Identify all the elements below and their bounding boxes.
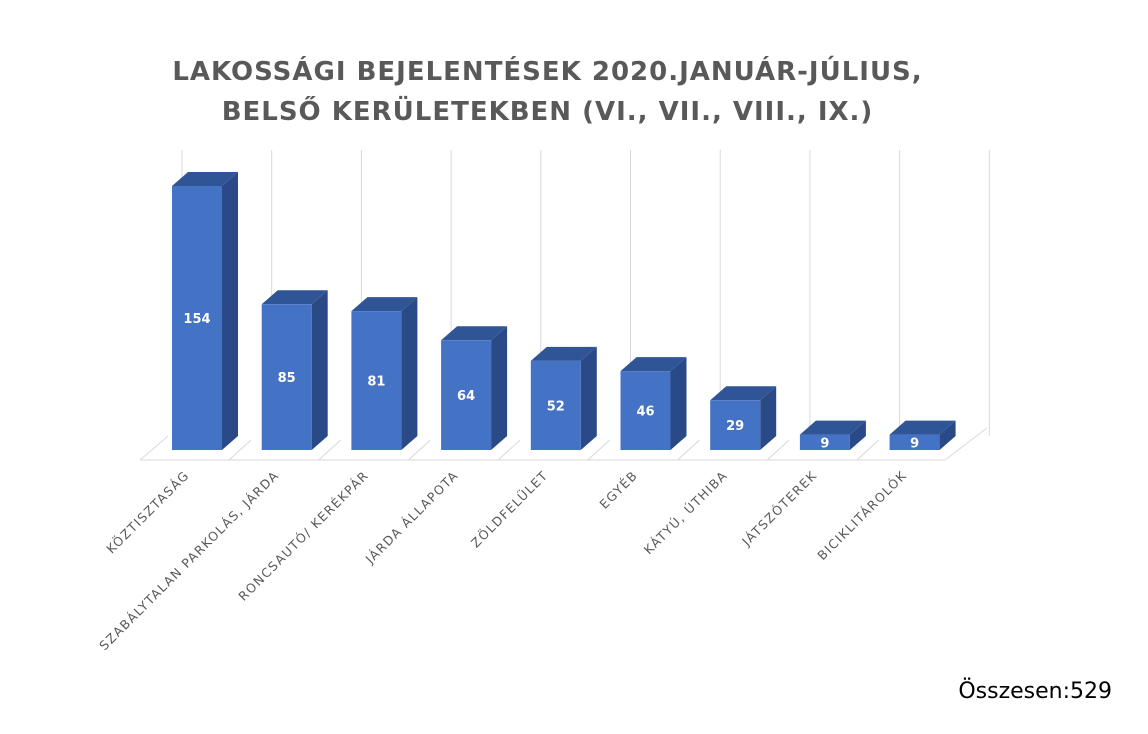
data-label: 29 [726, 419, 744, 434]
bar-5: 52 [530, 346, 597, 450]
chart-floor [139, 427, 988, 461]
category-label: SZABÁLYTALAN PARKOLÁS, JÁRDA [96, 468, 282, 654]
category-label: KÖZTISZTASÁG [102, 467, 192, 557]
bar-side [849, 420, 866, 450]
bar-4: 64 [441, 326, 508, 450]
floor-separator [677, 439, 700, 461]
bar-7: 29 [710, 386, 777, 450]
category-label: JÁTSZÓTEREK [738, 468, 820, 550]
total-count-label: Összesen:529 [958, 679, 1112, 704]
bar-8: 9 [799, 420, 866, 451]
chart-title-line-1: LAKOSSÁGI BEJELENTÉSEK 2020.JANUÁR-JÚLIU… [172, 57, 923, 87]
bar-side [939, 420, 956, 450]
floor-separator [766, 439, 790, 461]
data-label: 85 [278, 371, 296, 386]
floor-separator [408, 439, 431, 461]
data-label: 9 [910, 436, 919, 451]
floor-separator [228, 439, 252, 461]
category-label: KÁTYÚ, ÚTHIBA [641, 468, 731, 558]
data-label: 46 [636, 405, 654, 420]
bar-top [620, 357, 687, 372]
bar-top [261, 290, 328, 305]
bar-front [172, 186, 222, 450]
floor-separator [497, 439, 521, 461]
bar-front [620, 371, 671, 450]
chart-title-line-2: BELSŐ KERÜLETEKBEN (VI., VII., VIII., IX… [221, 97, 874, 127]
bar-top [799, 420, 866, 435]
data-label: 52 [547, 399, 565, 414]
bar-side [580, 346, 597, 450]
category-label: JÁRDA ÁLLAPOTA [362, 468, 462, 568]
bar-top [889, 420, 956, 435]
bar-2: 85 [261, 290, 328, 450]
data-label: 9 [820, 436, 829, 451]
data-label: 81 [367, 375, 385, 390]
bar-side [311, 290, 328, 450]
bar-side [670, 357, 687, 450]
bar-top [530, 346, 597, 361]
bar-top [351, 297, 418, 312]
bar-side [222, 172, 238, 450]
bar-top [441, 326, 508, 341]
bar-front [710, 400, 761, 450]
bar-front [261, 304, 312, 450]
category-label: BICIKLITÁROLÓK [814, 468, 909, 563]
bar-side [491, 326, 508, 450]
category-label: EGYÉB [596, 468, 640, 512]
floor-left-edge [139, 435, 169, 461]
data-label: 64 [457, 389, 475, 404]
bar-front [799, 434, 850, 450]
bar-top [710, 386, 777, 401]
bar-front [351, 311, 402, 450]
data-label: 154 [183, 312, 210, 327]
floor-separator [587, 439, 611, 461]
bar-9: 9 [889, 420, 956, 451]
bar-top [172, 172, 238, 186]
floor-right-edge [944, 427, 988, 461]
floor-separator [318, 439, 342, 461]
category-label: ZÖLDFELÜLET [467, 467, 551, 551]
bar-front [530, 360, 581, 450]
bar-front [441, 340, 492, 450]
bar-side [401, 297, 418, 450]
bar-6: 46 [620, 357, 687, 450]
bar-1: 154 [172, 172, 238, 450]
floor-separator [856, 439, 880, 461]
bar-front [889, 434, 940, 450]
chart-title: LAKOSSÁGI BEJELENTÉSEK 2020.JANUÁR-JÚLIU… [0, 52, 1095, 132]
bar-3: 81 [351, 297, 418, 450]
chart-bars: 154 85 81 64 52 46 29 9 9 [172, 172, 956, 451]
bar-side [760, 386, 777, 450]
